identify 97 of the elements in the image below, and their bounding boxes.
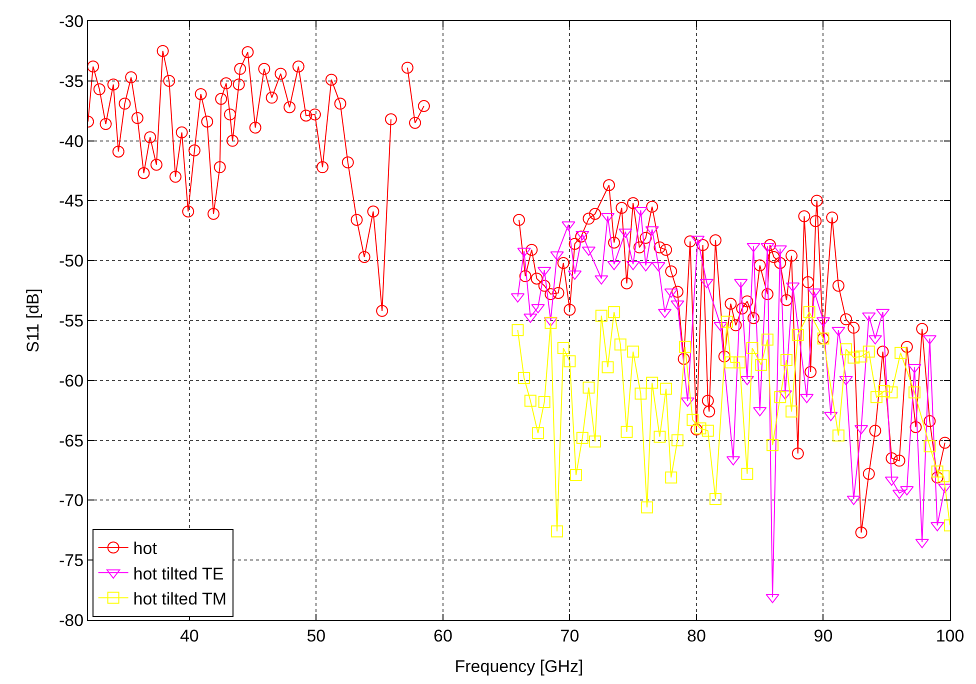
legend-label: hot — [133, 539, 158, 558]
y-tick-label: -55 — [59, 311, 84, 330]
point — [839, 376, 853, 386]
point — [694, 422, 706, 434]
x-axis-title: Frequency [GHz] — [454, 656, 584, 676]
point — [894, 346, 907, 359]
legend-label: hot tilted TM — [133, 589, 227, 608]
point — [702, 424, 714, 437]
point — [766, 439, 779, 452]
point — [908, 364, 922, 374]
point — [938, 470, 950, 482]
point — [562, 221, 576, 231]
point — [734, 356, 746, 368]
point — [594, 275, 608, 285]
point — [518, 372, 530, 384]
y-tick-label: -60 — [59, 371, 84, 390]
point — [720, 316, 733, 328]
point — [848, 352, 860, 364]
point — [760, 242, 774, 252]
point — [627, 346, 640, 358]
point — [931, 465, 944, 478]
point — [746, 242, 760, 252]
point — [576, 432, 588, 444]
point — [774, 391, 786, 404]
point — [709, 493, 722, 505]
point — [700, 278, 714, 288]
point — [924, 440, 936, 452]
y-tick-label: -65 — [59, 431, 84, 450]
point — [589, 436, 602, 448]
x-tick-label: 60 — [433, 626, 452, 646]
x-tick-label: 40 — [180, 626, 199, 646]
point — [620, 426, 633, 438]
point — [908, 386, 921, 398]
point — [761, 334, 774, 346]
point — [780, 354, 792, 366]
point — [564, 355, 576, 368]
point — [665, 471, 678, 484]
point — [886, 386, 898, 398]
point — [773, 245, 787, 255]
y-axis-title: S11 [dB] — [24, 288, 43, 352]
point — [582, 382, 595, 394]
point — [786, 406, 798, 418]
y-tick-label: -30 — [59, 12, 84, 31]
point — [532, 427, 544, 440]
y-tick-label: -80 — [59, 610, 84, 630]
y-tick-label: -40 — [59, 132, 84, 151]
point — [634, 388, 647, 400]
point — [915, 538, 929, 548]
point — [755, 358, 768, 371]
x-tick-label: 100 — [936, 626, 964, 646]
point — [576, 230, 590, 240]
point — [832, 326, 846, 336]
point — [878, 385, 890, 398]
point — [832, 430, 844, 442]
y-tick-label: -70 — [59, 491, 84, 510]
x-tick-label: 90 — [814, 626, 833, 646]
point — [840, 343, 852, 356]
x-tick-label: 80 — [687, 626, 706, 646]
point — [614, 338, 626, 350]
legend-label: hot tilted TE — [133, 564, 224, 584]
y-tick-label: -50 — [59, 252, 84, 271]
point — [870, 391, 882, 404]
point — [641, 501, 654, 514]
point — [602, 361, 614, 374]
point — [646, 376, 658, 389]
point — [570, 469, 582, 482]
point — [792, 328, 804, 341]
point — [512, 324, 524, 336]
point — [671, 434, 684, 446]
point — [803, 306, 816, 318]
point — [524, 394, 536, 407]
point — [862, 312, 876, 322]
x-tick-label: 70 — [560, 626, 580, 646]
point — [538, 266, 552, 276]
point — [654, 430, 666, 443]
y-tick-label: -45 — [59, 192, 84, 211]
point — [550, 251, 564, 261]
point — [670, 300, 684, 310]
point — [686, 414, 699, 426]
y-tick-label: -75 — [59, 551, 84, 570]
point — [679, 340, 692, 353]
point — [724, 356, 737, 368]
point — [607, 260, 621, 270]
point — [608, 306, 620, 318]
x-tick-label: 50 — [306, 626, 326, 646]
point — [626, 260, 640, 270]
point — [538, 396, 550, 408]
point — [741, 468, 754, 480]
point — [557, 342, 570, 354]
point — [551, 525, 564, 538]
y-tick-label: -35 — [59, 72, 84, 91]
point — [660, 382, 672, 395]
point — [595, 310, 608, 322]
point — [746, 342, 758, 354]
point — [517, 248, 531, 258]
point — [855, 350, 868, 362]
point — [862, 346, 875, 358]
